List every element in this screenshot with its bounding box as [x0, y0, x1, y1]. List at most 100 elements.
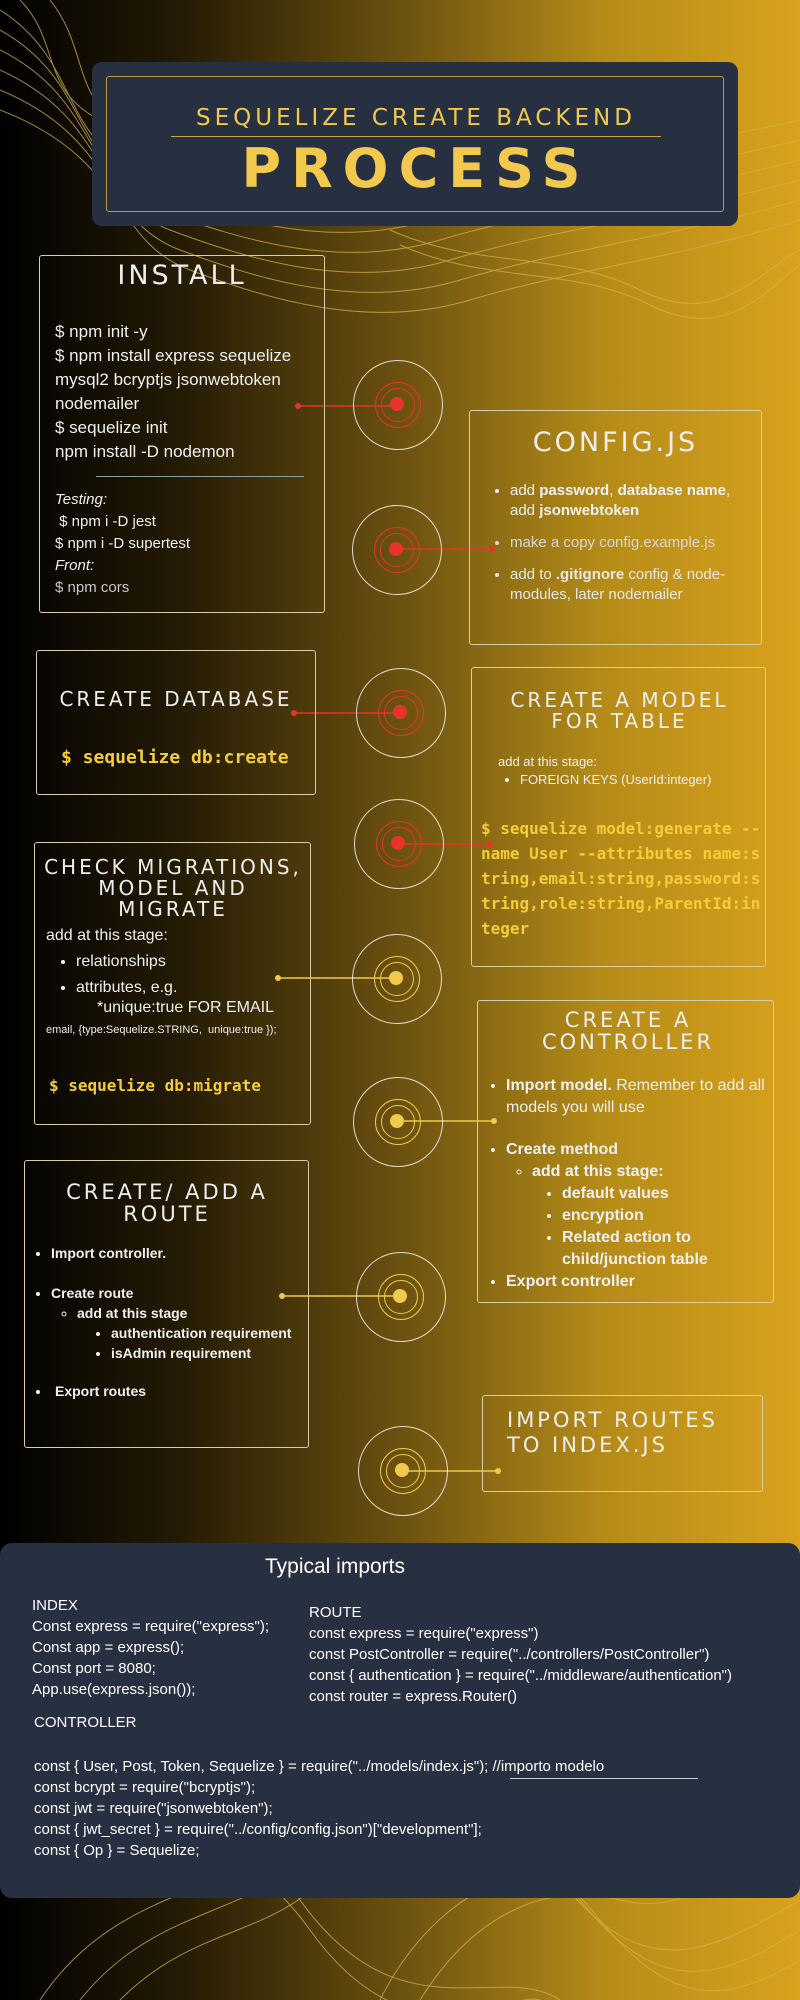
controller-line: const { Op } = Sequelize; [34, 1842, 200, 1859]
testing-line: $ npm i -D supertest [55, 535, 191, 552]
authentication-item: authentication requirement [111, 1323, 307, 1343]
target-ring [384, 1280, 418, 1314]
target-icon-8 [358, 1426, 448, 1516]
route-line: const router = express.Router() [309, 1688, 518, 1705]
controller-label: CONTROLLER [34, 1714, 137, 1731]
create-controller-title: Create a controller [541, 1008, 715, 1055]
import-routes-box: Import routes to index.js [482, 1395, 763, 1492]
attributes-item: attributes, e.g. [76, 975, 306, 1001]
target-ring [380, 533, 414, 567]
create-controller-box: Create a controller Import model. Rememb… [477, 1000, 774, 1303]
target-dot [389, 971, 403, 985]
route-stage-note: add at this stage authentication require… [77, 1303, 307, 1363]
header-panel: Sequelize create backend PROCESS [92, 62, 738, 226]
target-ring [381, 388, 415, 422]
route-list: Import controller. Create route add at t… [29, 1243, 307, 1401]
create-model-title: Create a model for table [510, 688, 729, 733]
route-line: const express = require("express") [309, 1625, 539, 1642]
header-frame: Sequelize create backend PROCESS [106, 76, 724, 212]
typical-imports-title: Typical imports [264, 1555, 406, 1578]
install-box: Install $ npm init -y $ npm install expr… [39, 255, 325, 613]
target-icon-1 [353, 360, 443, 450]
config-item-password: add password, database name, add jsonweb… [510, 481, 750, 521]
index-line: Const port = 8080; [32, 1660, 156, 1677]
target-icon-7 [356, 1252, 446, 1342]
create-model-list: FOREIGN KEYS (UserId:integer) [498, 772, 758, 787]
testing-label: Testing: [55, 491, 107, 508]
target-icon-2 [352, 505, 442, 595]
target-icon-5 [352, 934, 442, 1024]
migrate-command: $ sequelize db:migrate [49, 1076, 261, 1095]
config-item-gitignore: add to .gitignore config & node-modules,… [510, 565, 750, 605]
install-title: Install [117, 260, 247, 291]
migrations-box: Check migrations, model and migrate add … [34, 842, 311, 1125]
target-dot [390, 397, 404, 411]
target-dot [393, 705, 407, 719]
isadmin-item: isAdmin requirement [111, 1343, 307, 1363]
create-database-box: Create database $ sequelize db:create [36, 650, 316, 795]
target-ring [374, 956, 420, 1002]
target-icon-6 [353, 1077, 443, 1167]
target-ring [382, 827, 416, 861]
controller-stage-note: add at this stage: default values encryp… [532, 1161, 768, 1271]
config-box: config.js add password, database name, a… [469, 410, 762, 645]
default-values-item: default values [562, 1183, 768, 1205]
target-ring [375, 382, 421, 428]
index-imports: INDEX Const express = require("express")… [32, 1595, 302, 1700]
target-dot [389, 542, 403, 556]
export-routes-item: Export routes [51, 1381, 307, 1401]
front-label: Front: [55, 557, 95, 574]
page-title: PROCESS [241, 137, 591, 200]
index-line: App.use(express.json()); [32, 1681, 196, 1698]
controller-line: const { jwt_secret } = require("../confi… [34, 1821, 482, 1838]
install-extra: Testing: $ npm i -D jest $ npm i -D supe… [55, 489, 317, 599]
create-model-command: $ sequelize model:generate --name User -… [481, 819, 761, 938]
target-ring [380, 1448, 426, 1494]
target-dot [391, 836, 405, 850]
encryption-item: encryption [562, 1205, 768, 1227]
unique-email-note: *unique:true FOR EMAIL [97, 999, 274, 1016]
import-controller-item: Import controller. [51, 1243, 307, 1263]
export-controller-item: Export controller [506, 1271, 768, 1293]
config-title: config.js [532, 427, 699, 458]
migrations-note: add at this stage: [46, 927, 168, 944]
migrations-example: email, {type:Sequelize.STRING, unique:tr… [46, 1024, 277, 1036]
create-database-command: $ sequelize db:create [61, 747, 289, 768]
target-icon-3 [356, 668, 446, 758]
controller-line: const { User, Post, Token, Sequelize } =… [34, 1758, 605, 1775]
index-label: INDEX [32, 1597, 78, 1614]
target-ring [380, 962, 414, 996]
route-line: const PostController = require("../contr… [309, 1646, 710, 1663]
install-line: $ sequelize init [55, 418, 168, 437]
install-line: $ npm init -y [55, 322, 148, 341]
create-route-box: Create/ add a route Import controller. C… [24, 1160, 309, 1448]
target-ring [374, 527, 420, 573]
testing-line: $ npm i -D jest [55, 513, 156, 530]
controller-list: Import model. Remember to add all models… [484, 1075, 768, 1293]
create-model-note: add at this stage: [498, 754, 598, 769]
related-action-item: Related action to child/junction table [562, 1227, 768, 1271]
install-line: $ npm install express sequelize [55, 346, 292, 365]
install-divider [96, 476, 304, 477]
foreign-keys-item: FOREIGN KEYS (UserId:integer) [520, 772, 758, 787]
controller-line: const bcrypt = require("bcryptjs"); [34, 1779, 256, 1796]
target-ring [381, 1105, 415, 1139]
controller-line: const jwt = require("jsonwebtoken"); [34, 1800, 273, 1817]
target-ring [375, 1099, 421, 1145]
target-ring [386, 1454, 420, 1488]
create-route-item: Create route add at this stage authentic… [51, 1283, 307, 1363]
route-imports: ROUTE const express = require("express")… [309, 1602, 797, 1707]
typical-imports-panel: Typical imports INDEX Const express = re… [0, 1543, 800, 1898]
target-icon-4 [354, 799, 444, 889]
install-line: npm install -D nodemon [55, 442, 235, 461]
header-divider [171, 136, 661, 137]
install-line: nodemailer [55, 394, 140, 413]
install-commands: $ npm init -y $ npm install express sequ… [55, 320, 317, 464]
target-ring [376, 821, 422, 867]
install-line: mysql2 bcryptjs jsonwebtoken [55, 370, 281, 389]
config-item-copy: make a copy config.example.js [510, 533, 750, 553]
create-route-title: Create/ add a route [66, 1180, 268, 1227]
index-line: Const express = require("express"); [32, 1618, 269, 1635]
route-line: const { authentication } = require("../m… [309, 1667, 732, 1684]
front-line: $ npm cors [55, 579, 130, 596]
